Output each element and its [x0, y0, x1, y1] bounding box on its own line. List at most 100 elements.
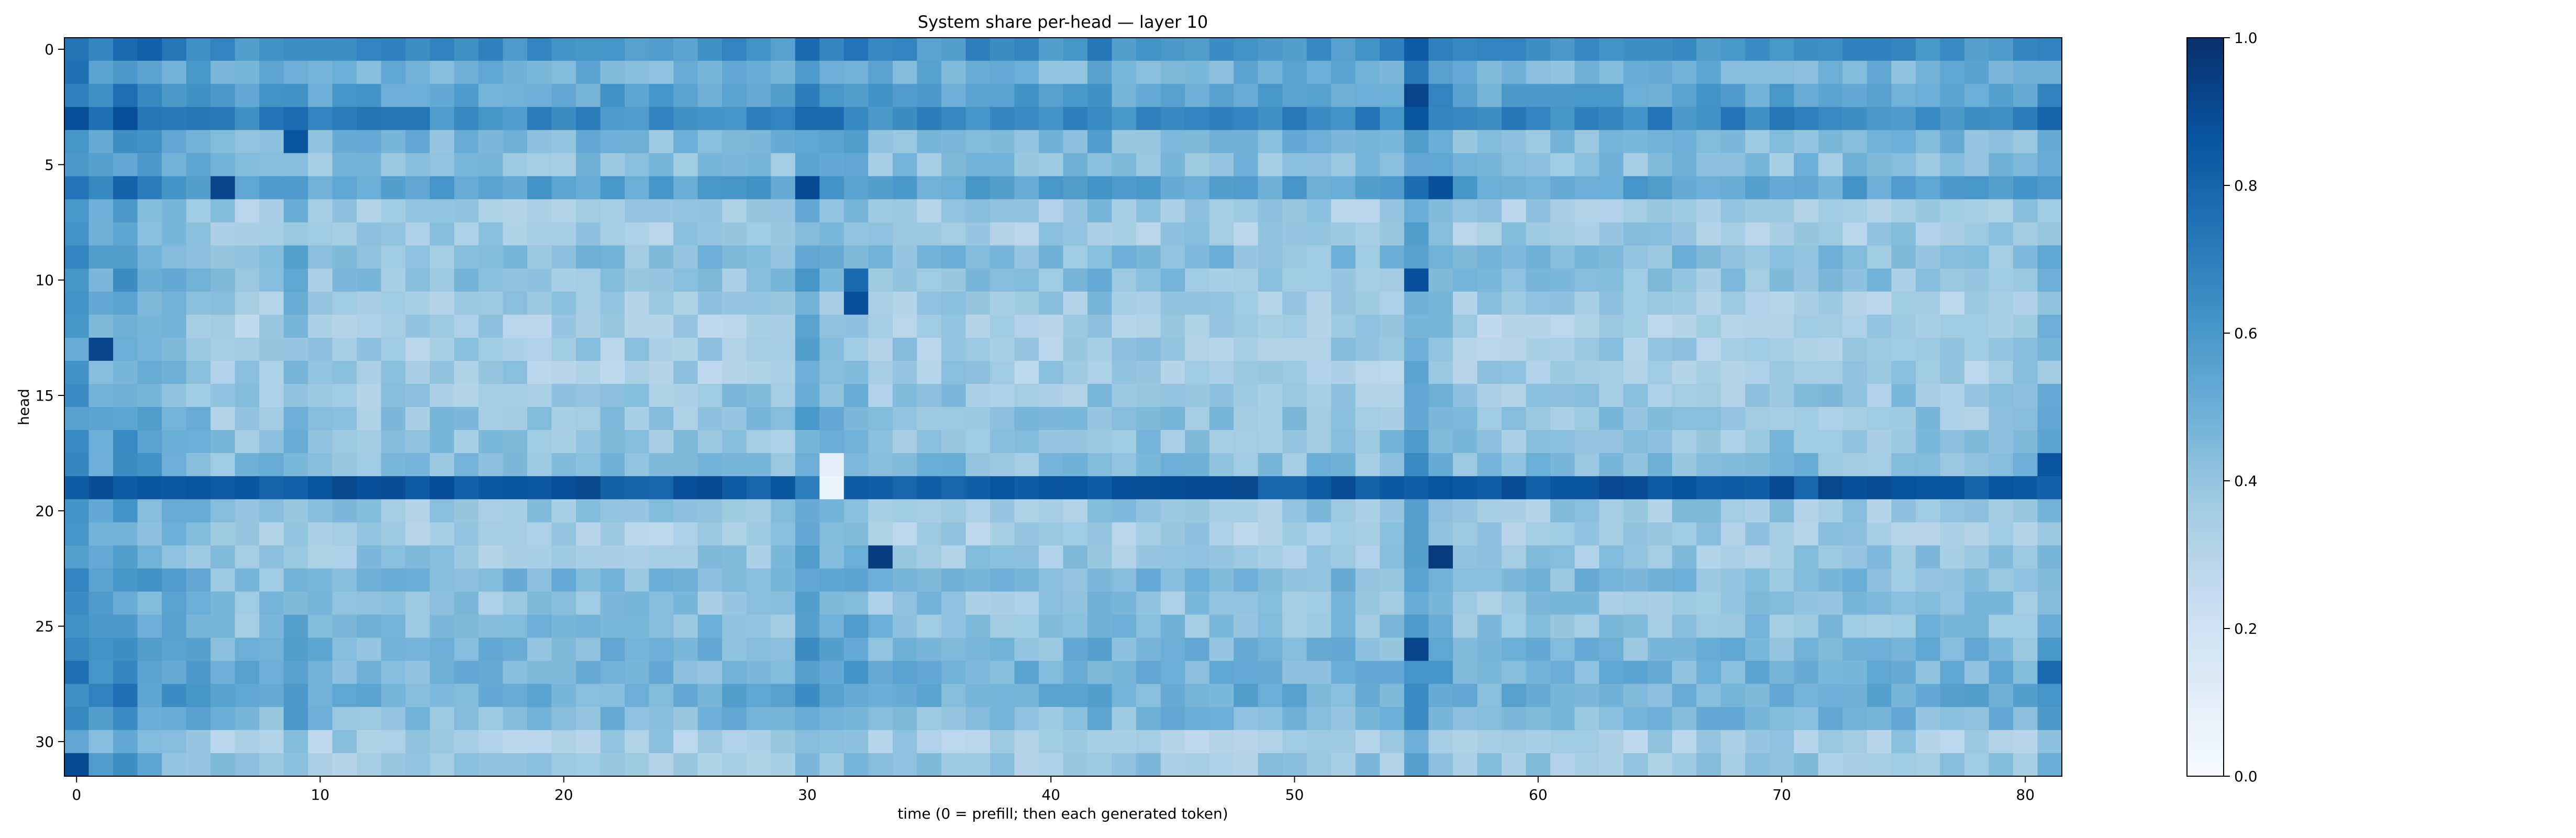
heatmap-cell: [64, 268, 90, 292]
heatmap-cell: [405, 383, 430, 407]
heatmap-cell: [381, 268, 406, 292]
heatmap-cell: [1915, 107, 1940, 130]
heatmap-cell: [1331, 268, 1356, 292]
heatmap-cell: [1428, 291, 1453, 315]
heatmap-cell: [673, 730, 698, 754]
heatmap-cell: [746, 130, 771, 153]
heatmap-cell: [1501, 522, 1527, 546]
heatmap-cell: [308, 291, 333, 315]
heatmap-cell: [965, 637, 991, 661]
heatmap-cell: [1355, 660, 1380, 685]
heatmap-cell: [381, 84, 406, 107]
heatmap-cell: [1380, 84, 1405, 107]
heatmap-cell: [819, 430, 845, 454]
heatmap-cell: [1306, 683, 1331, 708]
heatmap-cell: [1258, 683, 1283, 708]
heatmap-cell: [454, 130, 479, 153]
heatmap-cell: [819, 660, 845, 685]
heatmap-cell: [1209, 245, 1234, 269]
heatmap-cell: [1696, 314, 1722, 338]
heatmap-cell: [1769, 360, 1794, 384]
heatmap-cell: [819, 291, 845, 315]
heatmap-cell: [1501, 38, 1527, 61]
heatmap-cell: [1696, 522, 1722, 546]
heatmap-cell: [1818, 476, 1843, 500]
heatmap-cell: [868, 38, 893, 61]
heatmap-cell: [1648, 61, 1673, 84]
heatmap-cell: [1282, 268, 1307, 292]
heatmap-cell: [1891, 476, 1916, 500]
heatmap-cell: [357, 291, 382, 315]
heatmap-cell: [1550, 683, 1575, 708]
heatmap-cell: [771, 222, 796, 246]
heatmap-cell: [1648, 591, 1673, 615]
heatmap-cell: [308, 84, 333, 107]
heatmap-cell: [283, 245, 308, 269]
heatmap-cell: [819, 383, 845, 407]
heatmap-cell: [990, 753, 1015, 777]
heatmap-cell: [1380, 199, 1405, 223]
heatmap-cell: [1477, 476, 1502, 500]
heatmap-cell: [1842, 730, 1868, 754]
heatmap-cell: [88, 730, 114, 754]
heatmap-cell: [64, 683, 90, 708]
heatmap-cell: [1355, 614, 1380, 638]
heatmap-cell: [1331, 453, 1356, 477]
heatmap-cell: [1063, 61, 1088, 84]
heatmap-cell: [1038, 130, 1064, 153]
heatmap-cell: [625, 637, 650, 661]
heatmap-cell: [2013, 753, 2038, 777]
heatmap-cell: [649, 222, 674, 246]
heatmap-cell: [1818, 660, 1843, 685]
heatmap-cell: [771, 61, 796, 84]
heatmap-cell: [357, 476, 382, 500]
heatmap-cell: [673, 130, 698, 153]
heatmap-cell: [186, 84, 211, 107]
heatmap-cell: [381, 360, 406, 384]
heatmap-cell: [210, 660, 236, 685]
heatmap-cell: [357, 522, 382, 546]
heatmap-cell: [2013, 107, 2038, 130]
heatmap-cell: [1794, 499, 1819, 523]
heatmap-cell: [1550, 222, 1575, 246]
heatmap-cell: [527, 637, 552, 661]
heatmap-cell: [1038, 637, 1064, 661]
heatmap-cell: [64, 176, 90, 200]
heatmap-cell: [1794, 245, 1819, 269]
heatmap-cell: [64, 430, 90, 454]
heatmap-cell: [1477, 268, 1502, 292]
heatmap-cell: [1185, 383, 1210, 407]
heatmap-cell: [697, 314, 723, 338]
heatmap-cell: [186, 660, 211, 685]
heatmap-cell: [308, 130, 333, 153]
heatmap-cell: [868, 360, 893, 384]
heatmap-cell: [357, 360, 382, 384]
heatmap-cell: [1452, 222, 1478, 246]
heatmap-cell: [697, 130, 723, 153]
heatmap-cell: [1574, 314, 1600, 338]
heatmap-cell: [429, 683, 454, 708]
heatmap-cell: [1380, 499, 1405, 523]
heatmap-cell: [1867, 568, 1892, 592]
heatmap-cell: [1380, 38, 1405, 61]
heatmap-cell: [1989, 360, 2014, 384]
heatmap-cell: [1842, 476, 1868, 500]
heatmap-cell: [1282, 407, 1307, 431]
heatmap-cell: [1867, 453, 1892, 477]
heatmap-cell: [551, 360, 576, 384]
heatmap-cell: [1234, 499, 1259, 523]
heatmap-cell: [1452, 545, 1478, 569]
heatmap-cell: [1014, 753, 1039, 777]
heatmap-cell: [1842, 38, 1868, 61]
heatmap-cell: [771, 591, 796, 615]
heatmap-cell: [1331, 476, 1356, 500]
heatmap-cell: [88, 753, 114, 777]
heatmap-cell: [357, 568, 382, 592]
y-tick-label: 30: [35, 733, 54, 751]
heatmap-cell: [1331, 591, 1356, 615]
heatmap-cell: [1428, 245, 1453, 269]
heatmap-cell: [405, 660, 430, 685]
heatmap-cell: [600, 430, 625, 454]
heatmap-cell: [1648, 337, 1673, 361]
heatmap-cell: [1769, 291, 1794, 315]
